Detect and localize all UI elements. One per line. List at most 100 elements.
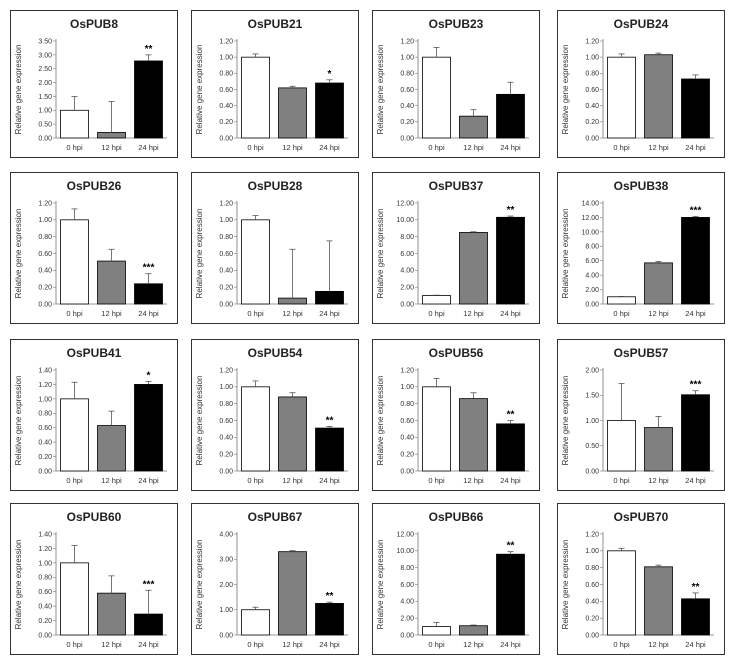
significance-label: **	[326, 591, 334, 602]
y-tick-label: 1.00	[38, 396, 52, 403]
x-tick-label: 24 hpi	[500, 640, 521, 649]
y-tick-label: 0.80	[400, 401, 414, 408]
y-tick-label: 0.00	[585, 632, 599, 639]
chart-panel-ospub56: OsPUB56 Relative gene expression 0.00 0.20 0…	[372, 339, 540, 491]
x-tick-label: 0 hpi	[428, 476, 445, 485]
x-tick-label: 24 hpi	[319, 309, 340, 318]
y-tick-label: 0.00	[38, 301, 52, 308]
x-tick-label: 0 hpi	[66, 476, 83, 485]
y-tick-label: 10.00	[581, 229, 599, 236]
chart-svg: OsPUB37 Relative gene expression 0.00 2.00 4…	[376, 179, 529, 318]
y-tick-label: 1.40	[38, 367, 52, 374]
y-tick-label: 0.00	[585, 468, 599, 475]
y-tick-label: 0.20	[219, 452, 233, 459]
x-tick-label: 24 hpi	[138, 143, 159, 152]
chart-svg: OsPUB21 Relative gene expression 0.00 0.20 0…	[195, 17, 348, 152]
y-tick-label: 0.20	[38, 285, 52, 292]
y-tick-label: 1.20	[219, 367, 233, 374]
chart-title: OsPUB8	[70, 17, 118, 31]
x-tick-label: 12 hpi	[648, 476, 669, 485]
x-tick-label: 12 hpi	[101, 640, 122, 649]
chart-svg: OsPUB23 Relative gene expression 0.00 0.20 0…	[376, 17, 529, 152]
y-tick-label: 0.20	[400, 452, 414, 459]
y-axis-label: Relative gene expression	[195, 209, 204, 299]
bar-24-hpi	[315, 427, 344, 472]
x-tick-label: 12 hpi	[101, 143, 122, 152]
x-tick-label: 24 hpi	[685, 476, 706, 485]
y-tick-label: 1.20	[400, 38, 414, 45]
bar-0-hpi	[607, 420, 636, 472]
y-tick-label: 3.00	[38, 52, 52, 59]
y-tick-label: 1.00	[400, 55, 414, 62]
y-tick-label: 1.00	[38, 560, 52, 567]
bar-12-hpi	[97, 132, 126, 139]
bar-24-hpi	[134, 60, 163, 139]
chart-title: OsPUB60	[67, 510, 122, 524]
chart-panel-ospub23: OsPUB23 Relative gene expression 0.00 0.20 0…	[372, 10, 540, 158]
y-axis-label: Relative gene expression	[376, 45, 385, 135]
chart-title: OsPUB38	[614, 179, 669, 193]
y-axis-label: Relative gene expression	[376, 376, 385, 466]
x-tick-label: 24 hpi	[138, 476, 159, 485]
chart-panel-ospub38: OsPUB38 Relative gene expression 0.00 2.00 4…	[557, 172, 725, 324]
y-tick-label: 1.00	[400, 384, 414, 391]
bar-12-hpi	[644, 54, 673, 139]
chart-svg: OsPUB70 Relative gene expression 0.00 0.20 0…	[561, 510, 714, 649]
y-tick-label: 1.20	[585, 38, 599, 45]
y-tick-label: 1.00	[585, 548, 599, 555]
x-tick-label: 12 hpi	[282, 143, 303, 152]
chart-panel-ospub70: OsPUB70 Relative gene expression 0.00 0.20 0…	[557, 503, 725, 655]
y-tick-label: 0.00	[400, 301, 414, 308]
chart-title: OsPUB41	[67, 346, 122, 360]
y-tick-label: 3.00	[219, 557, 233, 564]
y-tick-label: 0.80	[400, 71, 414, 78]
chart-svg: OsPUB54 Relative gene expression 0.00 0.20 0…	[195, 346, 348, 485]
y-tick-label: 0.00	[219, 135, 233, 142]
x-tick-label: 12 hpi	[282, 476, 303, 485]
x-tick-label: 24 hpi	[319, 640, 340, 649]
chart-svg: OsPUB24 Relative gene expression 0.00 0.20 0…	[561, 17, 714, 152]
chart-title: OsPUB57	[614, 346, 669, 360]
y-tick-label: 14.00	[581, 200, 599, 207]
x-tick-label: 12 hpi	[463, 143, 484, 152]
chart-svg: OsPUB38 Relative gene expression 0.00 2.00 4…	[561, 179, 714, 318]
y-tick-label: 0.40	[38, 268, 52, 275]
y-tick-label: 0.80	[219, 71, 233, 78]
bar-0-hpi	[241, 386, 270, 472]
y-tick-label: 4.00	[219, 531, 233, 538]
bar-0-hpi	[607, 56, 636, 139]
chart-panel-ospub37: OsPUB37 Relative gene expression 0.00 2.00 4…	[372, 172, 540, 324]
y-tick-label: 1.20	[38, 382, 52, 389]
chart-title: OsPUB70	[614, 510, 669, 524]
bar-0-hpi	[422, 56, 451, 139]
y-tick-label: 0.20	[400, 119, 414, 126]
y-axis-label: Relative gene expression	[561, 540, 570, 630]
y-tick-label: 3.50	[38, 38, 52, 45]
y-tick-label: 0.00	[585, 301, 599, 308]
y-tick-label: 6.00	[585, 258, 599, 265]
chart-svg: OsPUB67 Relative gene expression 0.00 1.00 2…	[195, 510, 348, 649]
y-axis-label: Relative gene expression	[14, 376, 23, 466]
bar-24-hpi	[681, 598, 710, 636]
bar-12-hpi	[97, 592, 126, 636]
y-tick-label: 0.40	[400, 435, 414, 442]
significance-label: **	[507, 410, 515, 421]
x-tick-label: 24 hpi	[319, 476, 340, 485]
y-tick-label: 0.60	[38, 425, 52, 432]
y-tick-label: 0.80	[38, 234, 52, 241]
x-tick-label: 24 hpi	[500, 143, 521, 152]
chart-svg: OsPUB56 Relative gene expression 0.00 0.20 0…	[376, 346, 529, 485]
significance-label: *	[147, 371, 151, 382]
y-tick-label: 0.40	[38, 604, 52, 611]
chart-panel-ospub24: OsPUB24 Relative gene expression 0.00 0.20 0…	[557, 10, 725, 158]
bar-12-hpi	[644, 427, 673, 472]
bar-0-hpi	[60, 109, 89, 139]
bar-0-hpi	[422, 386, 451, 472]
y-tick-label: 0.60	[400, 87, 414, 94]
x-tick-label: 24 hpi	[319, 143, 340, 152]
significance-label: *	[328, 69, 332, 80]
y-tick-label: 1.00	[585, 55, 599, 62]
y-tick-label: 4.00	[400, 599, 414, 606]
y-tick-label: 0.50	[585, 443, 599, 450]
y-tick-label: 0.40	[219, 268, 233, 275]
